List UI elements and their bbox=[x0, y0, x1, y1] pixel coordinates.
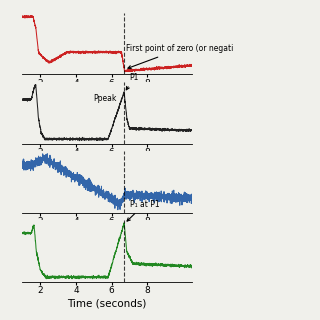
Text: P₁ at P1: P₁ at P1 bbox=[127, 200, 159, 221]
Text: Ppeak: Ppeak bbox=[94, 94, 117, 103]
Text: P1: P1 bbox=[126, 73, 139, 90]
Text: First point of zero (or negati: First point of zero (or negati bbox=[126, 44, 234, 68]
X-axis label: Time (seconds): Time (seconds) bbox=[68, 298, 147, 308]
